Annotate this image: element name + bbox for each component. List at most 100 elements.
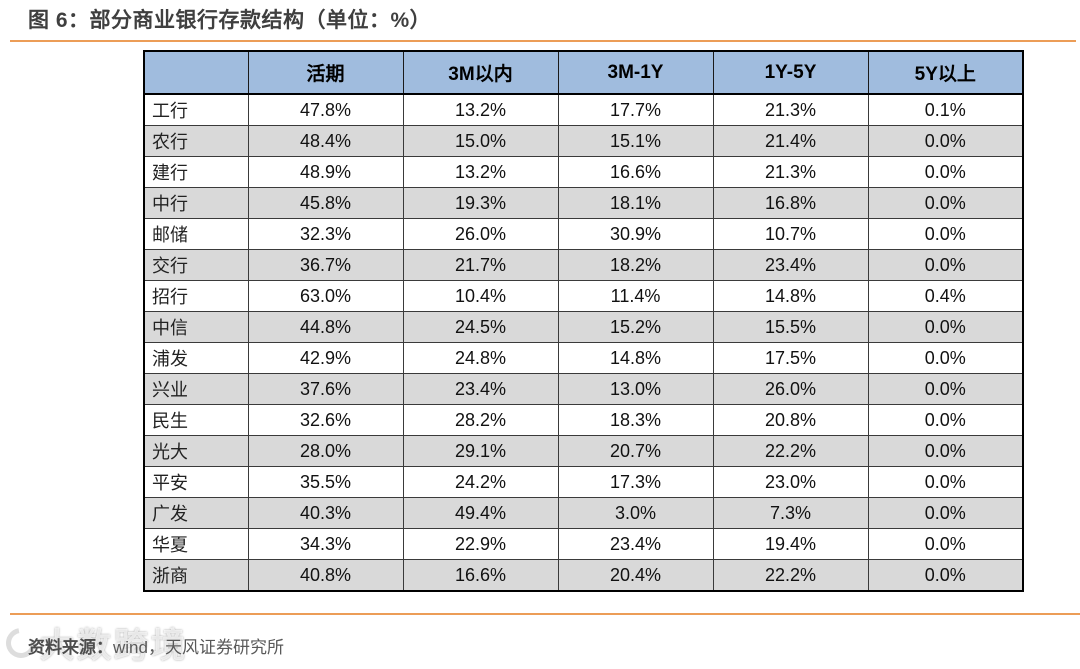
value-cell: 0.0% (867, 559, 1024, 592)
header-cell-bank (143, 50, 249, 95)
value-cell: 21.3% (712, 93, 869, 126)
value-cell: 36.7% (247, 249, 404, 281)
table-row: 广发 40.3% 49.4% 3.0% 7.3% 0.0% (143, 497, 1024, 529)
source-value: wind，天风证券研究所 (113, 638, 284, 657)
table-row: 浦发 42.9% 24.8% 14.8% 17.5% 0.0% (143, 342, 1024, 374)
value-cell: 45.8% (247, 187, 404, 219)
value-cell: 37.6% (247, 373, 404, 405)
bank-name-cell: 中信 (143, 311, 249, 343)
top-accent-rule (10, 40, 1076, 42)
value-cell: 7.3% (712, 497, 869, 529)
value-cell: 35.5% (247, 466, 404, 498)
value-cell: 23.4% (557, 528, 714, 560)
value-cell: 22.9% (402, 528, 559, 560)
value-cell: 44.8% (247, 311, 404, 343)
value-cell: 18.2% (557, 249, 714, 281)
value-cell: 0.0% (867, 404, 1024, 436)
table-row: 民生 32.6% 28.2% 18.3% 20.8% 0.0% (143, 404, 1024, 436)
value-cell: 0.0% (867, 342, 1024, 374)
value-cell: 15.5% (712, 311, 869, 343)
header-row: 活期 3M以内 3M-1Y 1Y-5Y 5Y以上 (143, 50, 1024, 95)
table-row: 平安 35.5% 24.2% 17.3% 23.0% 0.0% (143, 466, 1024, 498)
value-cell: 23.4% (402, 373, 559, 405)
value-cell: 18.1% (557, 187, 714, 219)
bank-name-cell: 民生 (143, 404, 249, 436)
value-cell: 16.8% (712, 187, 869, 219)
table-row: 中行 45.8% 19.3% 18.1% 16.8% 0.0% (143, 187, 1024, 219)
value-cell: 0.0% (867, 187, 1024, 219)
value-cell: 21.3% (712, 156, 869, 188)
bank-name-cell: 平安 (143, 466, 249, 498)
bank-name-cell: 广发 (143, 497, 249, 529)
bank-name-cell: 招行 (143, 280, 249, 312)
value-cell: 16.6% (402, 559, 559, 592)
value-cell: 15.0% (402, 125, 559, 157)
value-cell: 13.2% (402, 93, 559, 126)
table-row: 兴业 37.6% 23.4% 13.0% 26.0% 0.0% (143, 373, 1024, 405)
bank-name-cell: 工行 (143, 93, 249, 126)
value-cell: 29.1% (402, 435, 559, 467)
value-cell: 10.7% (712, 218, 869, 250)
table-row: 招行 63.0% 10.4% 11.4% 14.8% 0.4% (143, 280, 1024, 312)
value-cell: 22.2% (712, 435, 869, 467)
value-cell: 15.1% (557, 125, 714, 157)
header-cell: 3M-1Y (557, 50, 714, 95)
bank-name-cell: 建行 (143, 156, 249, 188)
header-cell: 1Y-5Y (712, 50, 869, 95)
value-cell: 40.8% (247, 559, 404, 592)
bank-name-cell: 农行 (143, 125, 249, 157)
bank-name-cell: 浙商 (143, 559, 249, 592)
figure-title: 图 6：部分商业银行存款结构（单位：%） (28, 9, 432, 32)
value-cell: 40.3% (247, 497, 404, 529)
bank-name-cell: 浦发 (143, 342, 249, 374)
value-cell: 0.4% (867, 280, 1024, 312)
value-cell: 24.8% (402, 342, 559, 374)
value-cell: 0.1% (867, 93, 1024, 126)
value-cell: 0.0% (867, 497, 1024, 529)
value-cell: 26.0% (712, 373, 869, 405)
table-body: 工行 47.8% 13.2% 17.7% 21.3% 0.1% 农行 48.4% 15.0% 15… (143, 93, 1024, 592)
value-cell: 34.3% (247, 528, 404, 560)
bank-name-cell: 交行 (143, 249, 249, 281)
header-cell: 3M以内 (402, 50, 559, 95)
value-cell: 14.8% (712, 280, 869, 312)
bank-name-cell: 光大 (143, 435, 249, 467)
bank-name-cell: 兴业 (143, 373, 249, 405)
value-cell: 26.0% (402, 218, 559, 250)
value-cell: 19.4% (712, 528, 869, 560)
value-cell: 63.0% (247, 280, 404, 312)
table-row: 中信 44.8% 24.5% 15.2% 15.5% 0.0% (143, 311, 1024, 343)
value-cell: 16.6% (557, 156, 714, 188)
value-cell: 15.2% (557, 311, 714, 343)
table-row: 浙商 40.8% 16.6% 20.4% 22.2% 0.0% (143, 559, 1024, 592)
value-cell: 0.0% (867, 218, 1024, 250)
value-cell: 48.4% (247, 125, 404, 157)
value-cell: 32.6% (247, 404, 404, 436)
value-cell: 23.0% (712, 466, 869, 498)
header-cell: 5Y以上 (867, 50, 1024, 95)
table-row: 华夏 34.3% 22.9% 23.4% 19.4% 0.0% (143, 528, 1024, 560)
table-row: 交行 36.7% 21.7% 18.2% 23.4% 0.0% (143, 249, 1024, 281)
value-cell: 14.8% (557, 342, 714, 374)
value-cell: 24.2% (402, 466, 559, 498)
deposit-structure-table: 活期 3M以内 3M-1Y 1Y-5Y 5Y以上 工行 47.8% 13.2% 17.7% 21… (143, 50, 1024, 592)
value-cell: 0.0% (867, 156, 1024, 188)
table-row: 邮储 32.3% 26.0% 30.9% 10.7% 0.0% (143, 218, 1024, 250)
table-row: 农行 48.4% 15.0% 15.1% 21.4% 0.0% (143, 125, 1024, 157)
value-cell: 48.9% (247, 156, 404, 188)
value-cell: 23.4% (712, 249, 869, 281)
value-cell: 11.4% (557, 280, 714, 312)
value-cell: 20.4% (557, 559, 714, 592)
value-cell: 49.4% (402, 497, 559, 529)
value-cell: 30.9% (557, 218, 714, 250)
value-cell: 17.7% (557, 93, 714, 126)
value-cell: 0.0% (867, 125, 1024, 157)
value-cell: 0.0% (867, 373, 1024, 405)
value-cell: 20.8% (712, 404, 869, 436)
value-cell: 0.0% (867, 466, 1024, 498)
table-row: 光大 28.0% 29.1% 20.7% 22.2% 0.0% (143, 435, 1024, 467)
bank-name-cell: 邮储 (143, 218, 249, 250)
value-cell: 0.0% (867, 528, 1024, 560)
source-label: 资料来源： (28, 638, 113, 657)
